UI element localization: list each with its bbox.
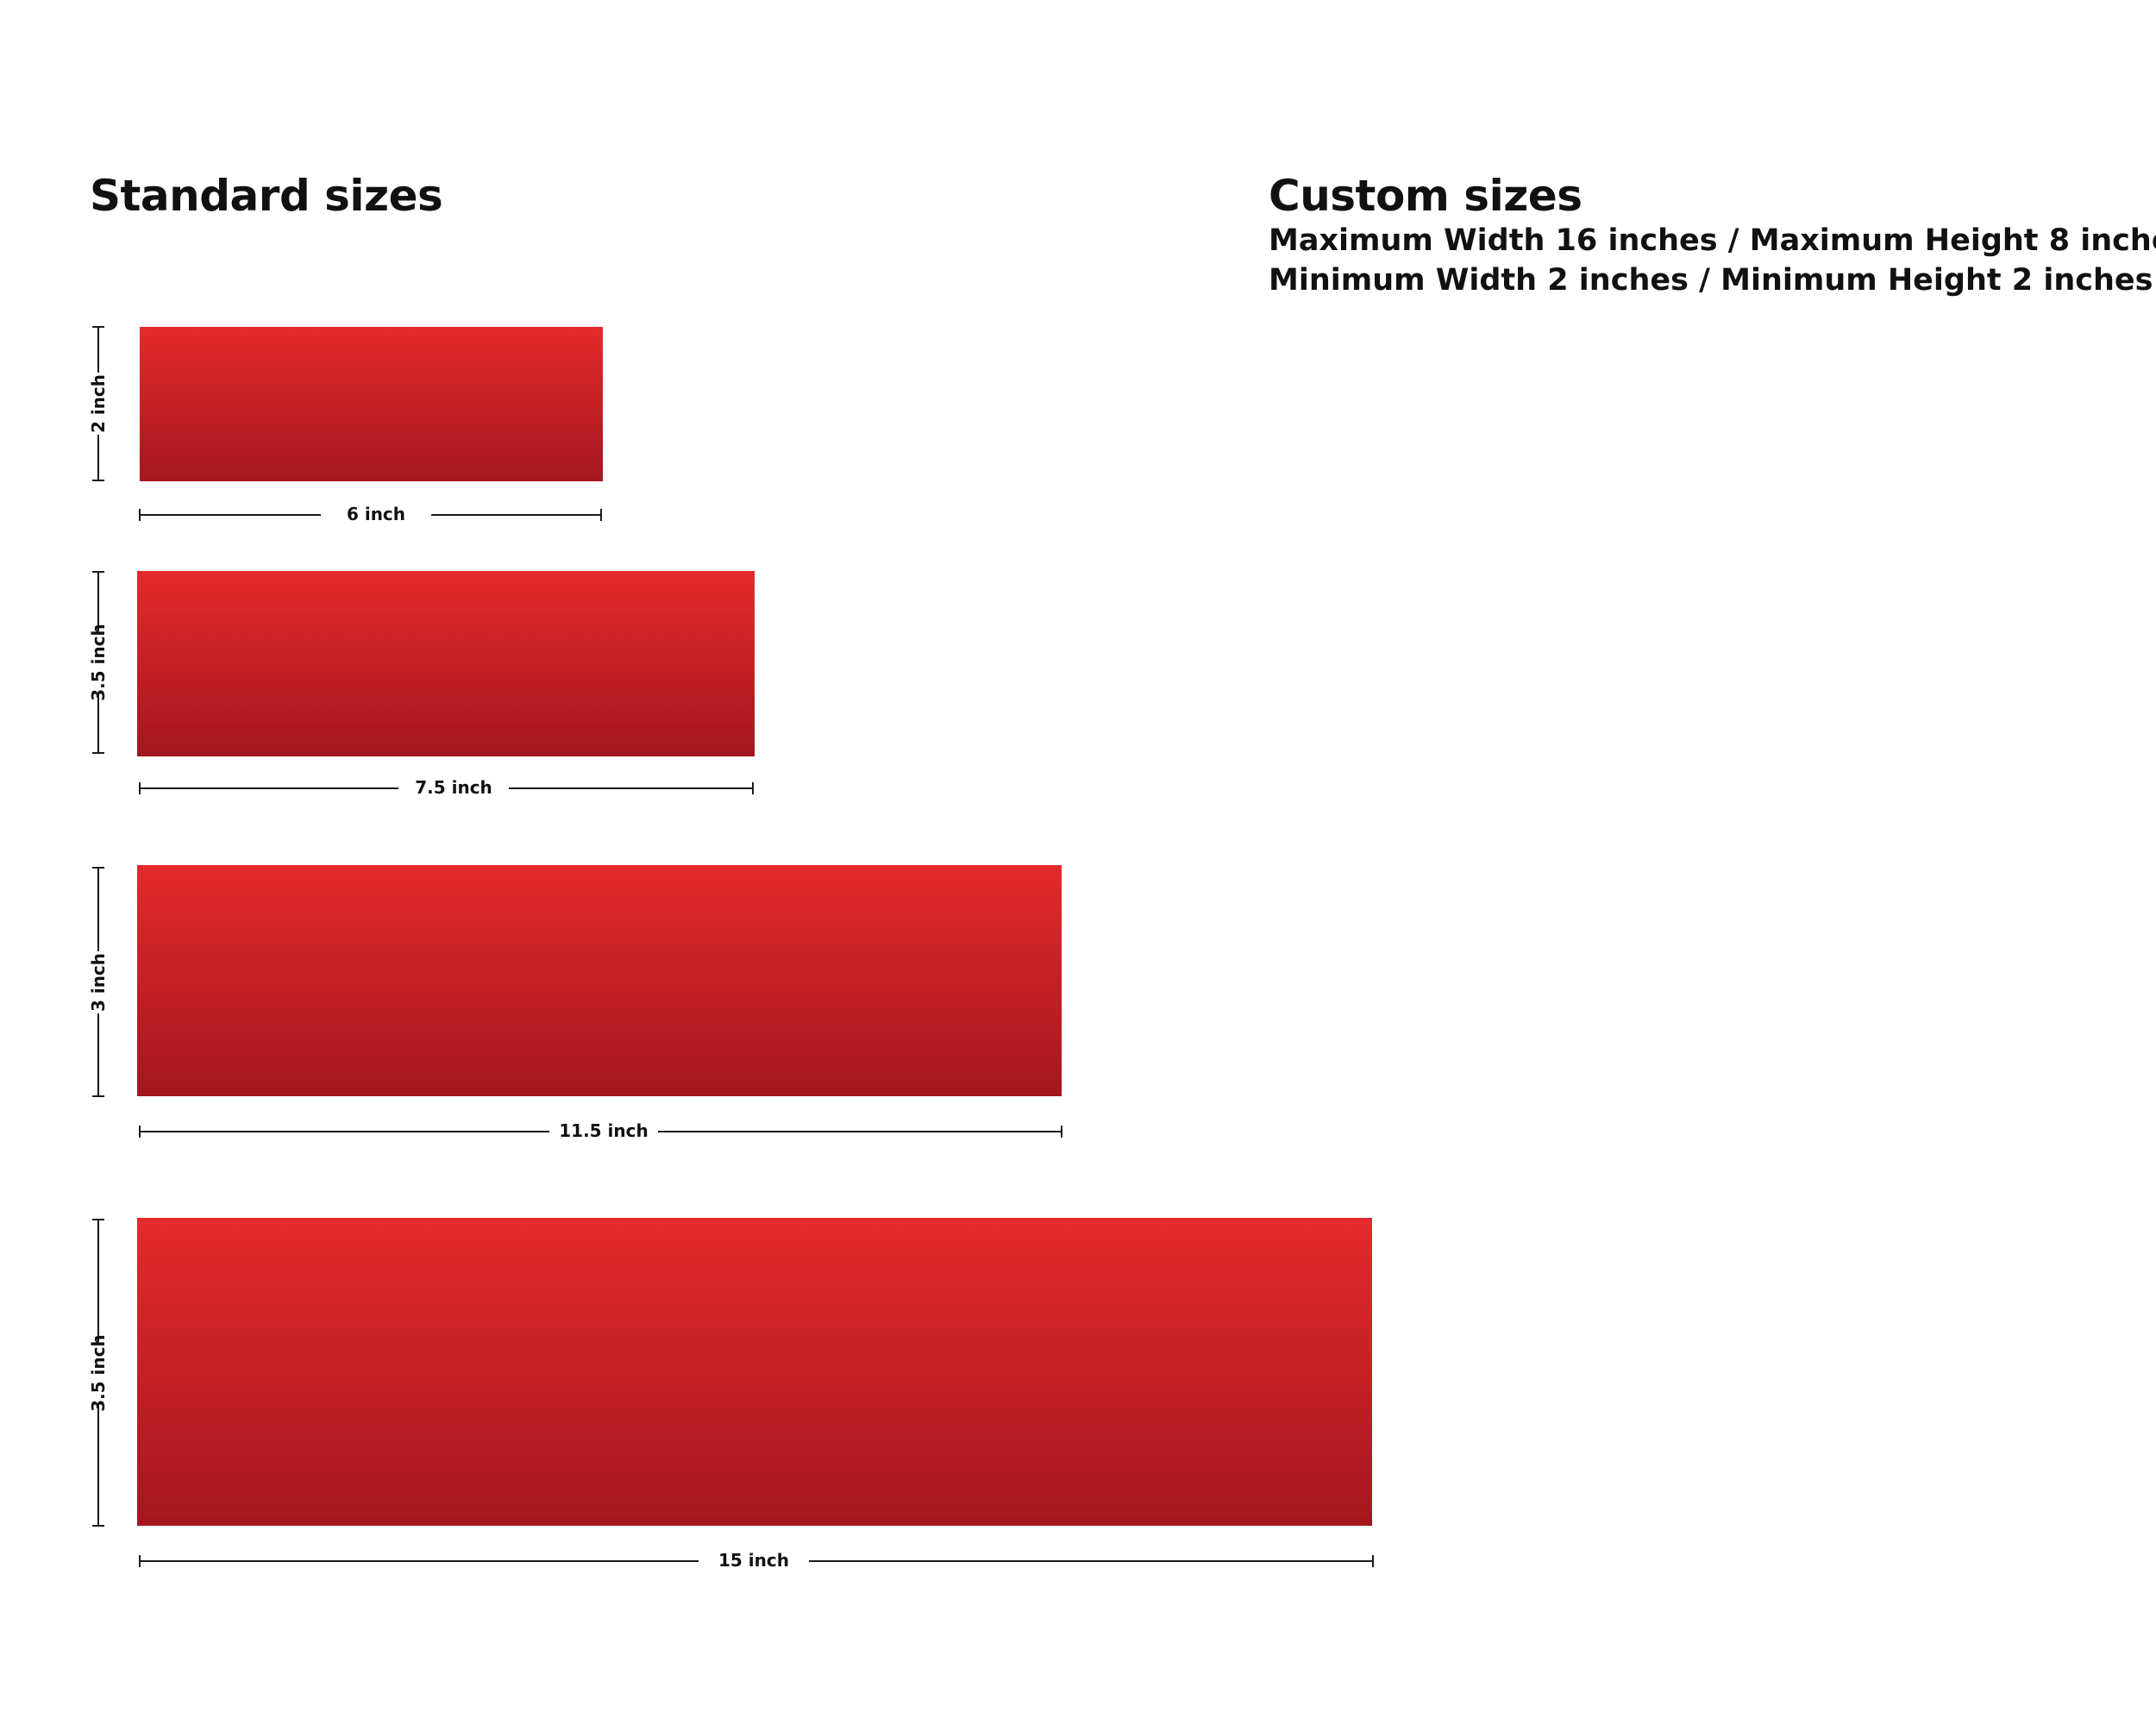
width-dimension-cap [600,509,602,521]
width-dimension-line [431,514,601,516]
width-dimension-line [140,1560,699,1562]
size-rectangle [137,571,755,756]
width-dimension-cap [139,782,141,794]
width-label: 6 inch [346,504,406,524]
height-dimension-cap [92,571,104,573]
width-dimension-line [509,787,753,789]
size-rectangle [137,1218,1372,1526]
width-dimension-line [140,787,398,789]
width-dimension-line [140,1131,549,1132]
height-dimension-line [97,1013,99,1096]
width-label: 11.5 inch [559,1120,649,1141]
width-dimension-cap [139,1126,141,1138]
width-dimension-cap [1372,1555,1374,1567]
height-label: 2 inch [88,373,109,434]
height-dimension-line [97,435,99,480]
height-dimension-line [97,327,99,373]
width-dimension-cap [752,782,754,794]
height-dimension-line [97,1403,99,1526]
width-dimension-cap [139,509,141,521]
standard-sizes-title: Standard sizes [90,171,443,221]
width-dimension-line [809,1560,1373,1562]
size-rectangle [140,327,603,481]
height-dimension-cap [92,1219,104,1220]
height-dimension-cap [92,752,104,754]
width-dimension-line [658,1131,1062,1132]
height-label: 3 inch [88,952,109,1012]
height-dimension-line [97,693,99,753]
custom-sizes-title: Custom sizes [1269,171,1583,221]
custom-min-dimensions: Minimum Width 2 inches / Minimum Height … [1269,263,2153,298]
width-dimension-cap [139,1555,141,1567]
width-label: 7.5 inch [415,777,492,798]
height-dimension-cap [92,1095,104,1097]
height-dimension-cap [92,1525,104,1527]
height-dimension-line [97,1220,99,1342]
height-dimension-line [97,572,99,631]
custom-max-dimensions: Maximum Width 16 inches / Maximum Height… [1269,223,2156,258]
size-rectangle [137,865,1062,1096]
height-dimension-cap [92,867,104,869]
width-dimension-line [140,514,321,516]
height-label: 3.5 inch [88,1333,109,1412]
height-dimension-cap [92,326,104,328]
width-label: 15 inch [718,1550,789,1571]
width-dimension-cap [1061,1126,1062,1138]
height-label: 3.5 inch [88,624,109,701]
height-dimension-line [97,868,99,951]
height-dimension-cap [92,480,104,481]
